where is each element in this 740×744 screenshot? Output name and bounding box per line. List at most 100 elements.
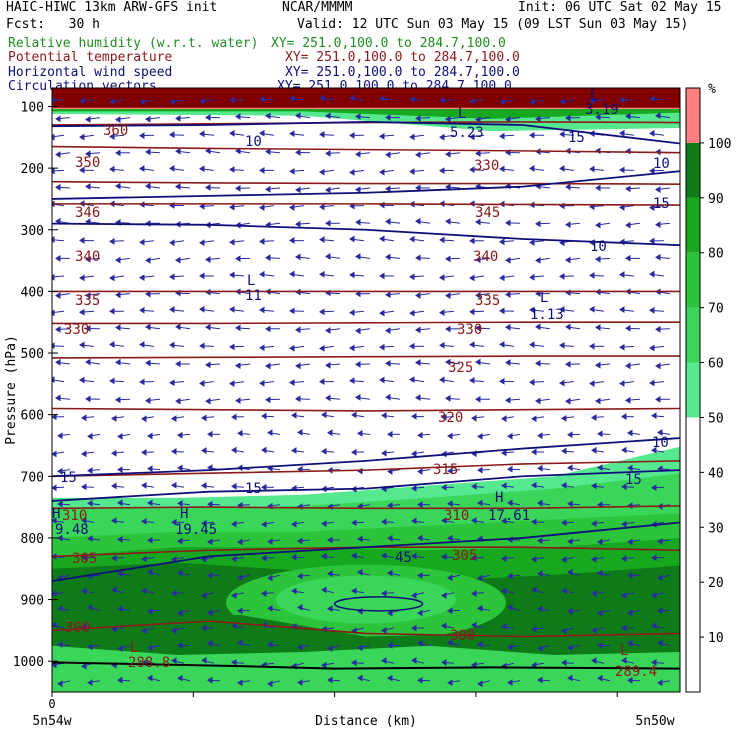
wind-vector-head <box>82 415 86 420</box>
wind-vector-head <box>596 363 600 368</box>
wind-vector-head <box>656 327 660 332</box>
wind-vector-head <box>140 240 144 245</box>
wind-vector-head <box>172 449 176 454</box>
wind-vector-head <box>116 397 120 402</box>
wind-vector-head <box>320 272 324 277</box>
wind-vector-head <box>560 132 564 137</box>
wind-vector-head <box>566 257 570 262</box>
wind-vector-head <box>116 360 120 365</box>
wind-vector-head <box>656 363 660 368</box>
wind-vector-head <box>290 131 294 136</box>
marker-value: 289.4 <box>615 664 657 680</box>
wind-vector-head <box>386 395 390 400</box>
theta-label: 345 <box>475 205 500 221</box>
wind-vector-head <box>502 450 506 455</box>
wind-vector-head <box>148 433 152 438</box>
wind-vector-head <box>230 272 234 277</box>
theta-contour-330 <box>52 322 680 323</box>
wind-vector-head <box>170 380 174 385</box>
wind-vector-head <box>232 448 236 453</box>
wind-vector-head <box>170 343 174 348</box>
x-zero-label: 0 <box>48 697 55 711</box>
theta-label: 335 <box>75 293 100 309</box>
wind-vector-head <box>568 465 572 470</box>
wind-vector-head <box>416 255 420 260</box>
colorbar-tick-label: 10 <box>708 631 724 646</box>
wind-vector-head <box>356 187 360 192</box>
wind-vector-head <box>380 377 384 382</box>
wind-vector-head <box>56 185 60 190</box>
wind-vector-head <box>386 292 390 297</box>
wind-vector-head <box>650 239 654 244</box>
wind-vector-head <box>116 325 120 330</box>
wind-vector-head <box>206 185 210 190</box>
wind-vector-head <box>358 431 362 436</box>
wind-vector-head <box>478 434 482 439</box>
wind-vector-head <box>508 467 512 472</box>
wind-vector-head <box>298 430 302 435</box>
wind-vector-head <box>262 448 266 453</box>
wind-vector-head <box>110 167 114 172</box>
wind-vector-head <box>320 309 324 314</box>
wind-vector-head <box>412 451 416 456</box>
wind-vector-head <box>380 311 384 316</box>
wind-vector-head <box>530 133 534 138</box>
theta-label: 300 <box>450 628 475 644</box>
wind-vector-head <box>200 240 204 245</box>
wind-vector-head <box>296 150 300 155</box>
colorbar-tick-label: 60 <box>708 357 724 372</box>
wind-vector-head <box>290 169 294 174</box>
wind-vector-head <box>146 292 150 297</box>
theta-label: 325 <box>448 360 473 376</box>
theta-label: 305 <box>72 551 97 567</box>
wind-vector-head <box>446 256 450 261</box>
wind-vector-head <box>58 433 62 438</box>
wind-vector-head <box>112 483 116 488</box>
wind-vector-head <box>566 399 570 404</box>
wind-vector-head <box>52 451 56 456</box>
wind-vector-head <box>562 416 566 421</box>
wind-vector-head <box>80 310 84 315</box>
wind-vector-head <box>206 257 210 262</box>
wind-vector-head <box>500 275 504 280</box>
wind-vector-head <box>86 117 90 122</box>
wind-vector-head <box>590 167 594 172</box>
wind-vector-head <box>470 378 474 383</box>
wind-vector-head <box>380 273 384 278</box>
wind-vector-head <box>566 362 570 367</box>
wind-vector-head <box>56 327 60 332</box>
wind-vector-head <box>320 237 324 242</box>
rh-pocket-60 <box>276 576 456 624</box>
wind-vector-head <box>536 361 540 366</box>
wind-vector-head <box>146 258 150 263</box>
theta-label: 300 <box>65 620 90 636</box>
wind-label: 15 <box>245 481 262 497</box>
wind-vector-head <box>656 397 660 402</box>
theta-label: 315 <box>433 462 458 478</box>
wind-vector-head <box>356 395 360 400</box>
wind-vector-head <box>200 166 204 171</box>
wind-vector-head <box>440 275 444 280</box>
wind-vector-head <box>416 395 420 400</box>
wind-vector-head <box>386 328 390 333</box>
wind-label: 10 <box>652 435 669 451</box>
wind-vector-head <box>116 117 120 122</box>
wind-vector-head <box>500 308 504 313</box>
wind-vector-head <box>56 256 60 261</box>
theta-label: 330 <box>64 322 89 338</box>
wind-vector-head <box>266 255 270 260</box>
wind-vector-head <box>560 343 564 348</box>
wind-vector-head <box>410 169 414 174</box>
wind-vector-head <box>260 205 264 210</box>
wind-vector-head <box>386 152 390 157</box>
wind-vector-head <box>596 398 600 403</box>
wind-vector-head <box>86 360 90 365</box>
wind-vector-head <box>382 413 386 418</box>
wind-vector-head <box>88 434 92 439</box>
wind-vector-head <box>416 293 420 298</box>
wind-vector-head <box>530 342 534 347</box>
wind-vector-head <box>596 223 600 228</box>
wind-vector-head <box>380 170 384 175</box>
wind-vector-head <box>530 166 534 171</box>
